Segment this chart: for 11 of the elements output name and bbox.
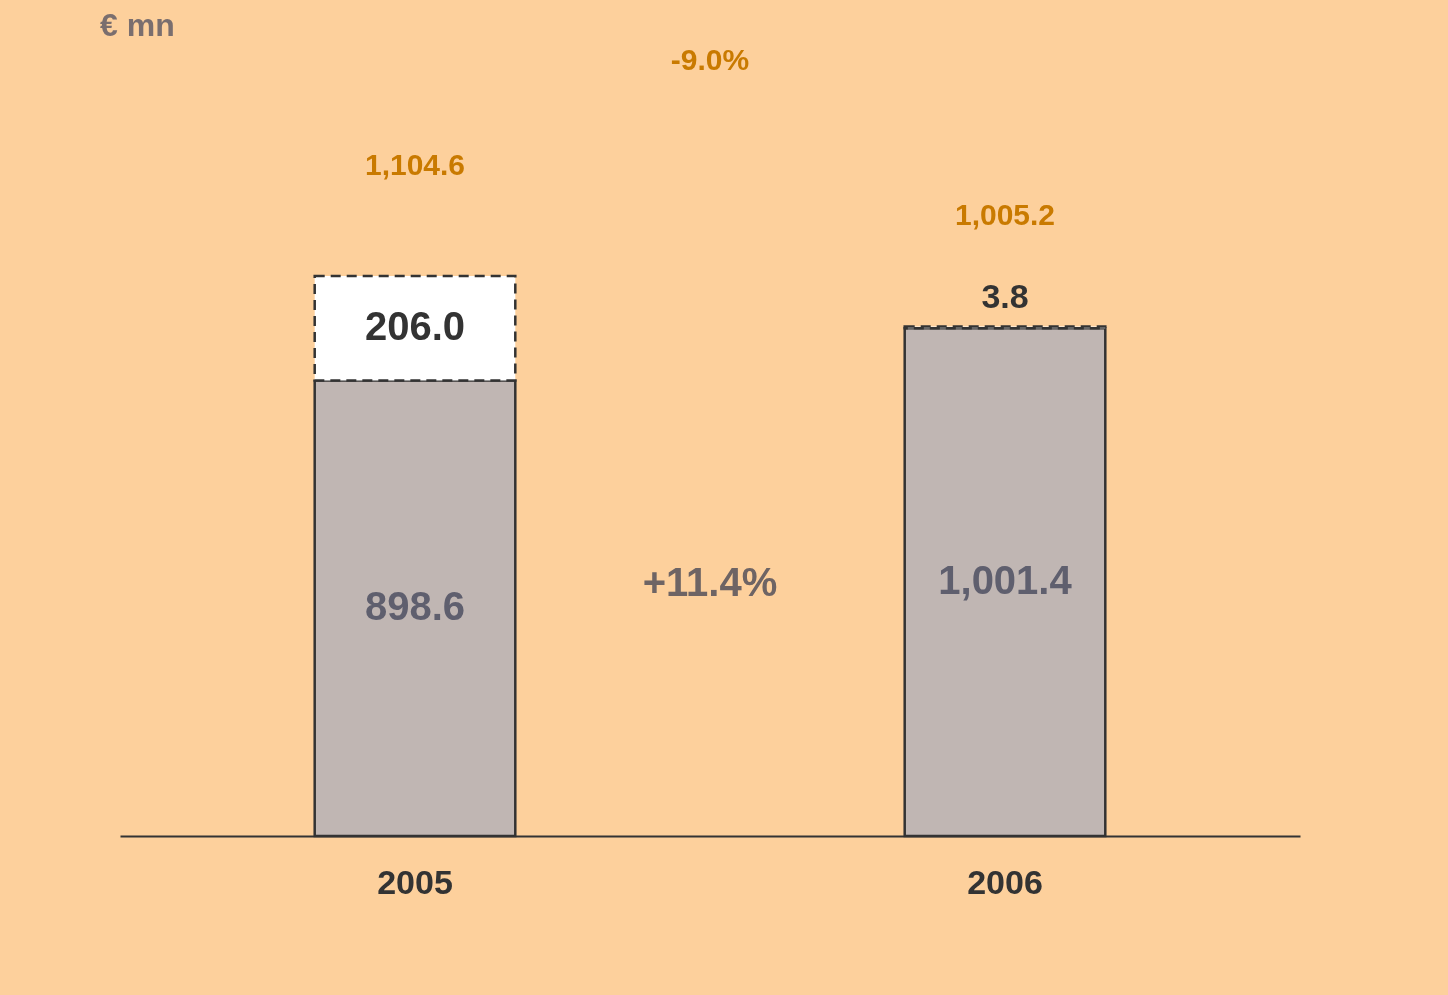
total-label: 1,104.6 [364,148,466,181]
total-label: 1,005.2 [954,198,1056,232]
text: € mn [100,7,175,43]
annotation: +11.4% [642,560,778,604]
x-tick-label: 2005 [377,862,453,901]
data-label: 206.0 [364,304,466,349]
data-label: 3.8 [981,277,1029,316]
data-label: 1,001.4 [938,558,1073,603]
x-tick-label: 2006 [967,862,1043,901]
text: -9.0% [670,43,750,76]
data-label: 898.6 [364,584,466,629]
